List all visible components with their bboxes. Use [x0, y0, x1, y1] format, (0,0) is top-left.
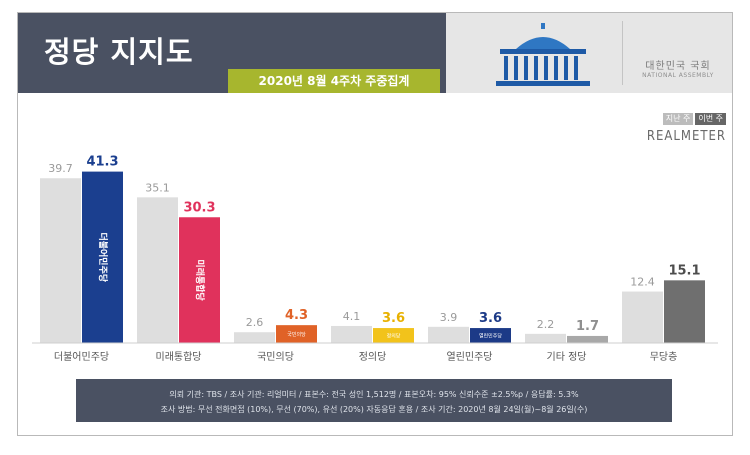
data-label-prev-week: 35.1 [145, 181, 170, 194]
chart-card: 정당 지지도 2020년 8월 4주차 주중집계 대한민국 국회 NATIONA… [17, 12, 733, 436]
bar-prev-week [234, 332, 275, 343]
bar-prev-week [622, 291, 663, 343]
chart-title: 정당 지지도 [44, 35, 194, 69]
data-label-prev-week: 39.7 [48, 162, 73, 175]
bar-party-label: 미래통합당 [194, 259, 206, 301]
national-assembly-icon [496, 23, 590, 86]
bar-chart: 39.7 41.3더불어민주당더불어민주당35.130.3미래통합당미래통합당2.… [32, 155, 718, 363]
category-label: 국민의당 [257, 351, 294, 363]
footer-line-1: 의뢰 기관: TBS / 조사 기관: 리얼미터 / 표본수: 전국 성인 1,… [169, 390, 579, 399]
legend: 지난 주 이번 주 [662, 113, 726, 125]
bar-this-week [179, 217, 220, 343]
bar-this-week [373, 328, 414, 343]
data-label-this-week: 41.3 [86, 155, 118, 170]
legend-prev-week: 지난 주 [662, 113, 694, 125]
data-label-this-week: 3.6 [479, 311, 502, 326]
survey-period-badge: 2020년 8월 4주차 주중집계 [228, 69, 440, 93]
bar-prev-week [428, 326, 469, 343]
bar-this-week [82, 171, 123, 343]
data-label-this-week: 1.7 [576, 319, 599, 334]
footer-line-2: 조사 방법: 무선 전화면접 (10%), 무선 (70%), 유선 (20%)… [160, 405, 588, 414]
bar-prev-week [331, 325, 372, 343]
bar-this-week [276, 325, 317, 343]
bar-this-week [470, 328, 511, 343]
bar-party-label: 정의당 [387, 333, 401, 340]
assembly-panel: 대한민국 국회 NATIONAL ASSEMBLY [446, 13, 732, 93]
bar-prev-week [40, 178, 81, 343]
category-label: 기타 정당 [547, 351, 587, 363]
data-label-this-week: 30.3 [183, 200, 215, 215]
data-label-prev-week: 3.9 [440, 311, 458, 324]
data-label-prev-week: 4.1 [343, 310, 361, 323]
bar-this-week [664, 280, 705, 343]
methodology-footer: 의뢰 기관: TBS / 조사 기관: 리얼미터 / 표본수: 전국 성인 1,… [76, 379, 672, 422]
realmeter-logo: REALMETER [646, 129, 726, 144]
category-label: 열린민주당 [447, 351, 493, 363]
bar-party-label: 더불어민주당 [97, 232, 109, 282]
bar-party-label: 열린민주당 [479, 333, 502, 340]
data-label-this-week: 3.6 [382, 311, 405, 326]
data-label-this-week: 4.3 [285, 308, 308, 323]
data-label-this-week: 15.1 [668, 263, 700, 278]
category-label: 미래통합당 [156, 351, 202, 363]
assembly-divider [622, 21, 623, 85]
category-label: 더불어민주당 [54, 351, 109, 363]
assembly-name-en: NATIONAL ASSEMBLY [642, 72, 714, 79]
bar-party-label: 국민의당 [287, 331, 306, 338]
bar-prev-week [525, 333, 566, 343]
bar-prev-week [137, 197, 178, 343]
assembly-name: 대한민국 국회 [645, 61, 711, 72]
data-label-prev-week: 12.4 [630, 276, 655, 289]
data-label-prev-week: 2.2 [537, 318, 555, 331]
category-label: 무당층 [650, 351, 678, 363]
bar-this-week [567, 335, 608, 343]
category-label: 정의당 [359, 351, 387, 363]
data-label-prev-week: 2.6 [246, 316, 264, 329]
header-bar: 정당 지지도 2020년 8월 4주차 주중집계 대한민국 국회 NATIONA… [18, 13, 732, 93]
legend-this-week: 이번 주 [695, 113, 726, 125]
